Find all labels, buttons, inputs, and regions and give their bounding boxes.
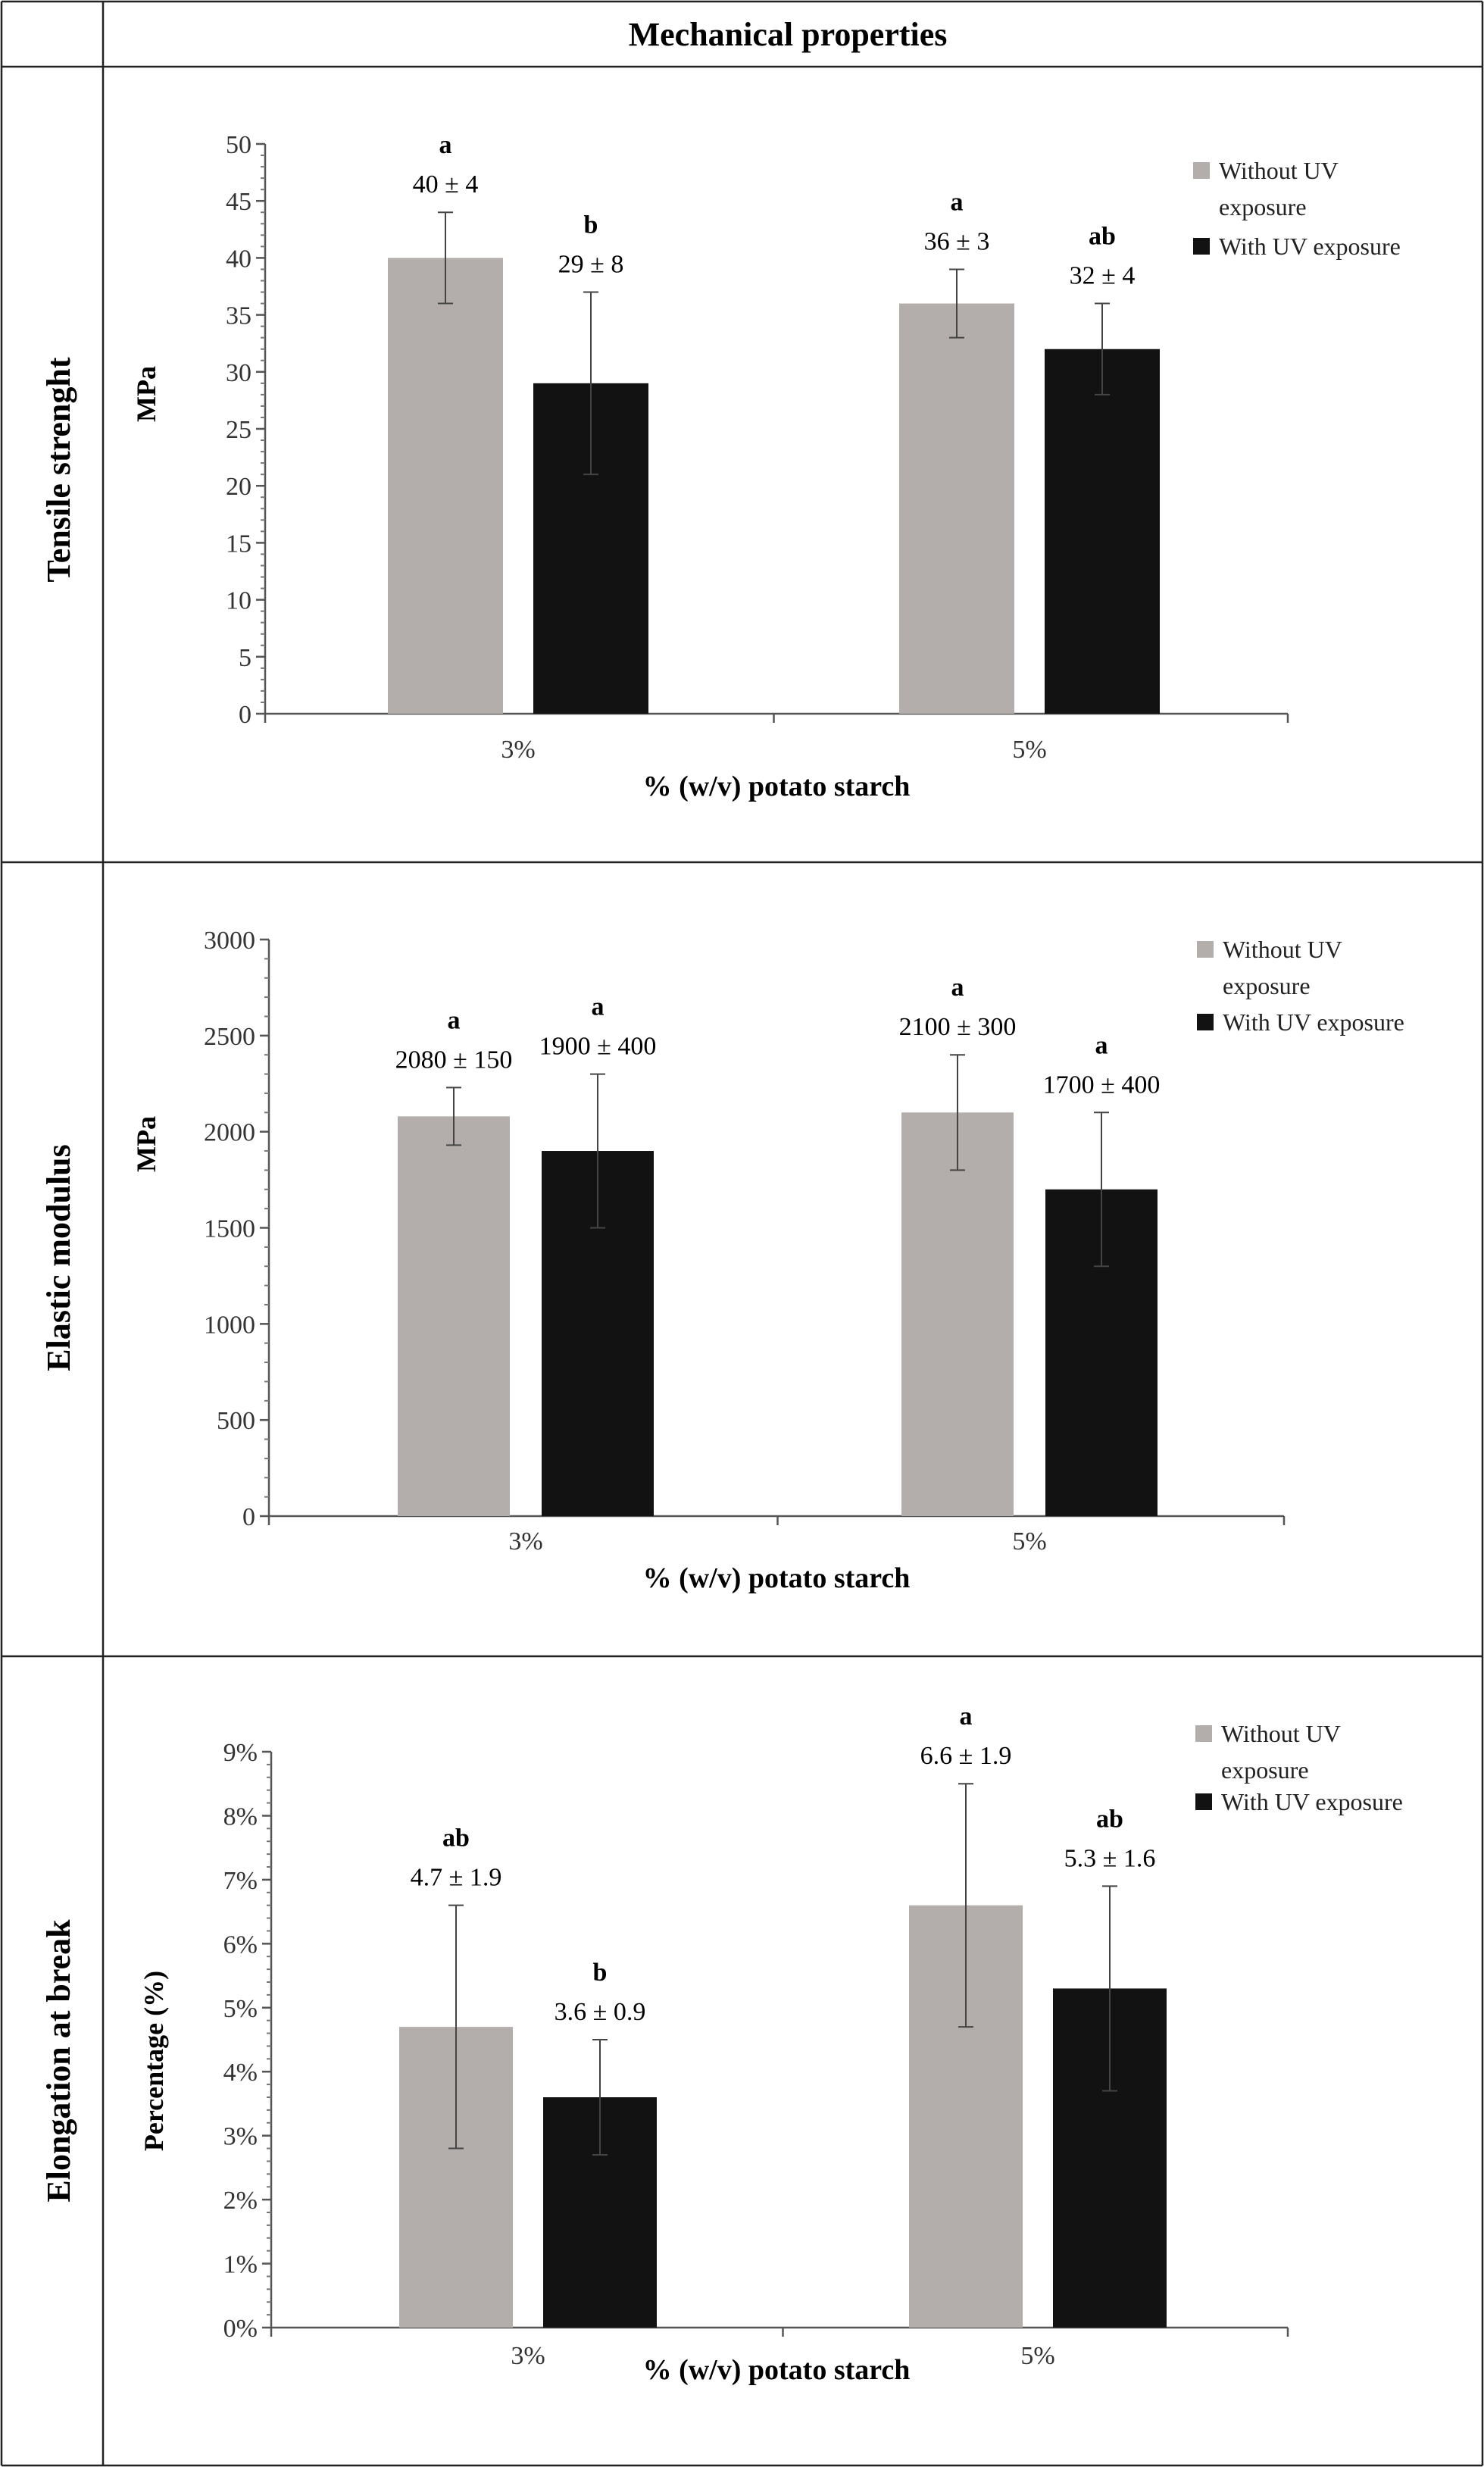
legend-label: With UV exposure: [1221, 1788, 1403, 1815]
data-label: 40 ± 4: [413, 170, 479, 199]
bar: [398, 1116, 510, 1516]
y-tick-label: 10: [226, 587, 251, 615]
row-label-tensile: Tensile strenght: [40, 357, 77, 582]
chart-2: 0 500 1000 1500 2000 2500 3000 2080 ± 150 a 1900 …: [131, 927, 1404, 1594]
legend-label: exposure: [1221, 1756, 1309, 1784]
x-axis-title: % (w/v) potato starch: [643, 1562, 911, 1594]
x-category-label: 5%: [1020, 2342, 1054, 2370]
x-axis-title: % (w/v) potato starch: [643, 2354, 911, 2386]
x-category-label: 3%: [511, 2342, 545, 2370]
bar: [899, 303, 1014, 714]
y-tick-label: 35: [226, 302, 251, 330]
legend: Without UV exposure With UV exposure: [1197, 936, 1404, 1036]
y-tick-label: 9%: [223, 1739, 258, 1767]
legend: Without UV exposure With UV exposure: [1193, 157, 1401, 260]
legend-swatch: [1195, 1793, 1212, 1810]
legend-label: Without UV: [1221, 1720, 1341, 1747]
legend-label: With UV exposure: [1219, 233, 1401, 260]
legend-swatch: [1197, 1014, 1214, 1030]
y-tick-label: 40: [226, 245, 251, 273]
significance-letter: a: [592, 993, 605, 1021]
significance-letter: a: [951, 188, 964, 216]
y-tick-label: 20: [226, 473, 251, 501]
y-tick-label: 1%: [223, 2251, 258, 2279]
legend-label: exposure: [1223, 972, 1311, 999]
legend-swatch: [1193, 238, 1210, 255]
legend-swatch: [1195, 1725, 1212, 1742]
significance-letter: a: [448, 1006, 461, 1034]
y-tick-label: 8%: [223, 1803, 258, 1831]
y-tick-label: 0: [239, 701, 251, 729]
row-label-elastic: Elastic modulus: [40, 1144, 77, 1371]
legend-label: exposure: [1219, 193, 1307, 220]
data-label: 2080 ± 150: [395, 1046, 513, 1074]
y-tick-label: 2000: [204, 1119, 255, 1147]
data-label: 2100 ± 300: [899, 1013, 1017, 1041]
y-tick-label: 25: [226, 416, 251, 444]
y-tick-label: 45: [226, 188, 251, 216]
y-tick-label: 30: [226, 359, 251, 387]
legend-label: With UV exposure: [1223, 1008, 1404, 1036]
table-header: Mechanical properties: [629, 16, 948, 53]
x-axis-title: % (w/v) potato starch: [643, 771, 911, 802]
charts: 0 5 10 15 20 25 30 35 40 45 50 40 ± 4 a 29 ± 8 b 3% 36 ±…: [131, 131, 1404, 2386]
y-tick-label: 15: [226, 530, 251, 558]
x-category-label: 5%: [1012, 736, 1046, 764]
legend: Without UV exposure With UV exposure: [1195, 1720, 1403, 1815]
data-label: 4.7 ± 1.9: [411, 1864, 502, 1892]
y-axis-title: Percentage (%): [139, 1971, 169, 2151]
significance-letter: a: [960, 1703, 973, 1731]
y-tick-label: 0: [242, 1503, 255, 1531]
y-tick-label: 3000: [204, 927, 255, 955]
y-axis-title: MPa: [131, 1116, 161, 1172]
significance-letter: ab: [442, 1824, 470, 1853]
significance-letter: ab: [1096, 1805, 1123, 1833]
data-label: 1900 ± 400: [539, 1033, 657, 1061]
data-label: 29 ± 8: [558, 251, 624, 279]
y-axis-title: MPa: [131, 366, 161, 422]
y-tick-label: 2500: [204, 1023, 255, 1051]
data-label: 36 ± 3: [924, 227, 990, 255]
bar: [1045, 349, 1160, 714]
y-tick-label: 0%: [223, 2315, 258, 2343]
x-category-label: 3%: [508, 1527, 542, 1556]
y-tick-label: 2%: [223, 2187, 258, 2215]
y-tick-label: 6%: [223, 1931, 258, 1959]
data-label: 1700 ± 400: [1043, 1071, 1161, 1099]
significance-letter: a: [1095, 1031, 1108, 1059]
significance-letter: a: [439, 131, 452, 159]
significance-letter: ab: [1089, 223, 1116, 251]
data-label: 6.6 ± 1.9: [920, 1742, 1012, 1770]
bar: [901, 1112, 1014, 1516]
data-label: 32 ± 4: [1070, 262, 1136, 290]
y-tick-label: 5%: [223, 1995, 258, 2023]
y-tick-label: 4%: [223, 2059, 258, 2087]
legend-swatch: [1193, 162, 1210, 179]
y-tick-label: 1500: [204, 1215, 255, 1243]
legend-label: Without UV: [1223, 936, 1342, 963]
y-tick-label: 500: [217, 1407, 255, 1435]
y-tick-label: 7%: [223, 1867, 258, 1895]
data-label: 3.6 ± 0.9: [555, 1998, 646, 2026]
legend-swatch: [1197, 941, 1214, 958]
significance-letter: b: [593, 1959, 608, 1987]
bar: [388, 258, 503, 714]
y-tick-label: 3%: [223, 2123, 258, 2151]
y-tick-label: 5: [239, 644, 251, 672]
chart-1: 0 5 10 15 20 25 30 35 40 45 50 40 ± 4 a 29 ± 8 b 3% 36 ±…: [131, 131, 1401, 802]
y-tick-label: 1000: [204, 1311, 255, 1339]
data-label: 5.3 ± 1.6: [1064, 1844, 1156, 1872]
row-label-elongation: Elongation at break: [40, 1919, 77, 2203]
x-category-label: 3%: [501, 736, 535, 764]
significance-letter: a: [951, 974, 964, 1002]
y-tick-label: 50: [226, 131, 251, 159]
legend-label: Without UV: [1219, 157, 1339, 184]
x-category-label: 5%: [1012, 1527, 1046, 1556]
significance-letter: b: [584, 211, 598, 239]
